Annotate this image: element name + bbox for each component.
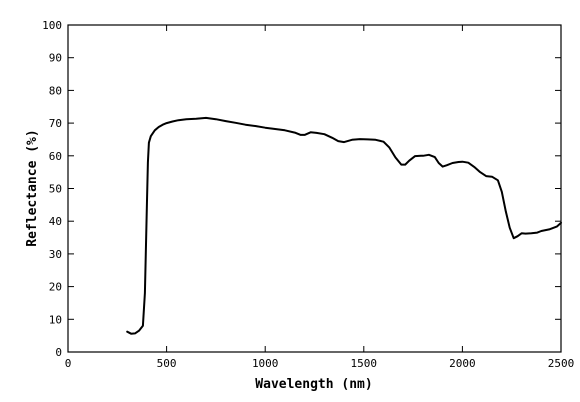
y-tick-label: 0: [55, 346, 62, 359]
plot-frame: [67, 24, 562, 353]
y-axis: 0 10 20 30 40 50 60 70 80 90 100: [42, 19, 561, 359]
y-tick-label: 20: [49, 281, 62, 294]
x-tick-label: 2000: [449, 357, 476, 370]
y-tick-label: 80: [49, 84, 62, 97]
x-axis: 0 500 1000 1500 2000 2500: [65, 25, 575, 370]
x-tick-label: 500: [157, 357, 177, 370]
x-tick-label: 1500: [351, 357, 378, 370]
y-tick-label: 70: [49, 117, 62, 130]
y-tick-label: 60: [49, 150, 62, 163]
reflectance-series-line: [126, 116, 562, 335]
x-tick-label: 1000: [252, 357, 279, 370]
x-tick-label: 0: [65, 357, 72, 370]
y-tick-label: 90: [49, 52, 62, 65]
y-tick-label: 40: [49, 215, 62, 228]
y-tick-label: 10: [49, 313, 62, 326]
y-tick-label: 100: [42, 19, 62, 32]
y-axis-label: Reflectance (%): [25, 129, 40, 246]
y-tick-label: 50: [49, 183, 62, 196]
x-tick-label: 2500: [548, 357, 575, 370]
y-tick-label: 30: [49, 248, 62, 261]
x-axis-label: Wavelength (nm): [255, 377, 372, 392]
